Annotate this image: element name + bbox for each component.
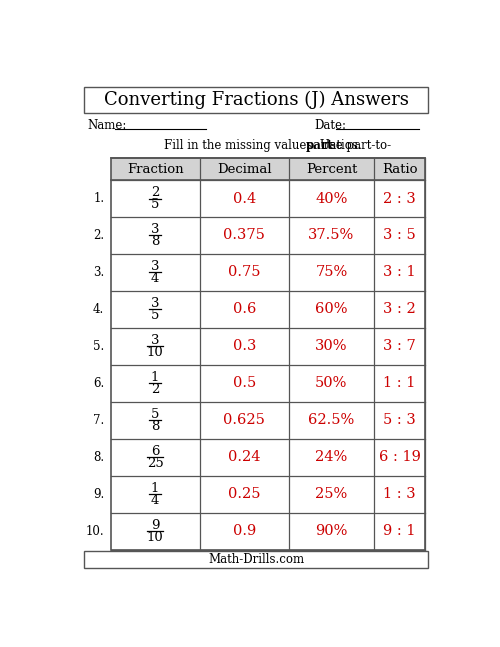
Text: 4.: 4. xyxy=(93,303,104,316)
Text: 8: 8 xyxy=(151,420,160,433)
Text: 5: 5 xyxy=(151,309,160,322)
Text: 3: 3 xyxy=(151,260,160,273)
Text: Percent: Percent xyxy=(306,163,357,176)
Text: Date:: Date: xyxy=(314,119,346,132)
Text: 3: 3 xyxy=(151,297,160,310)
Text: Ratio: Ratio xyxy=(382,163,418,176)
Text: 8.: 8. xyxy=(93,451,104,464)
Text: 0.6: 0.6 xyxy=(232,302,256,316)
Text: 4: 4 xyxy=(151,494,160,507)
Text: 30%: 30% xyxy=(315,340,348,353)
Text: 3 : 1: 3 : 1 xyxy=(384,265,416,280)
Text: 50%: 50% xyxy=(315,377,348,390)
Text: 10.: 10. xyxy=(86,525,104,538)
Text: 1: 1 xyxy=(151,371,160,384)
Text: 8: 8 xyxy=(151,235,160,248)
Text: 5 : 3: 5 : 3 xyxy=(384,413,416,427)
Text: 0.375: 0.375 xyxy=(224,228,265,243)
Text: 62.5%: 62.5% xyxy=(308,413,354,427)
Text: 9.: 9. xyxy=(93,488,104,501)
Text: 1: 1 xyxy=(151,481,160,494)
Text: 0.75: 0.75 xyxy=(228,265,260,280)
Text: 4: 4 xyxy=(151,272,160,285)
Text: part: part xyxy=(306,139,334,152)
Text: Fill in the missing values. Use part-to-: Fill in the missing values. Use part-to- xyxy=(164,139,391,152)
Text: 2: 2 xyxy=(151,186,160,199)
Text: 9 : 1: 9 : 1 xyxy=(384,524,416,538)
Text: 1.: 1. xyxy=(93,192,104,205)
Text: Math-Drills.com: Math-Drills.com xyxy=(208,553,304,566)
Text: 5.: 5. xyxy=(93,340,104,353)
Text: 5: 5 xyxy=(151,408,160,421)
Text: 2.: 2. xyxy=(93,229,104,242)
Text: 10: 10 xyxy=(146,531,164,544)
Text: 7.: 7. xyxy=(93,414,104,427)
Text: ratios.: ratios. xyxy=(320,139,362,152)
Text: 6.: 6. xyxy=(93,377,104,390)
Text: 0.625: 0.625 xyxy=(224,413,265,427)
Text: 25: 25 xyxy=(146,457,164,470)
Text: 25%: 25% xyxy=(316,487,348,501)
Text: 37.5%: 37.5% xyxy=(308,228,354,243)
Text: 3 : 5: 3 : 5 xyxy=(384,228,416,243)
Text: 3: 3 xyxy=(151,223,160,236)
Text: 75%: 75% xyxy=(316,265,348,280)
Text: 6 : 19: 6 : 19 xyxy=(378,450,420,465)
Text: 0.3: 0.3 xyxy=(232,340,256,353)
Text: Fraction: Fraction xyxy=(127,163,184,176)
Text: 1 : 1: 1 : 1 xyxy=(384,377,416,390)
Text: 24%: 24% xyxy=(316,450,348,465)
FancyBboxPatch shape xyxy=(84,551,428,568)
Text: 3 : 2: 3 : 2 xyxy=(384,302,416,316)
Text: 3: 3 xyxy=(151,334,160,347)
FancyBboxPatch shape xyxy=(84,87,428,113)
Text: 3.: 3. xyxy=(93,266,104,279)
Text: Name:: Name: xyxy=(88,119,126,132)
Text: 3 : 7: 3 : 7 xyxy=(384,340,416,353)
Text: 40%: 40% xyxy=(315,192,348,206)
Text: 60%: 60% xyxy=(315,302,348,316)
FancyBboxPatch shape xyxy=(110,159,425,180)
Text: 0.5: 0.5 xyxy=(232,377,256,390)
Text: 6: 6 xyxy=(151,444,160,457)
Text: 0.4: 0.4 xyxy=(232,192,256,206)
Text: 9: 9 xyxy=(151,518,160,531)
Text: 0.9: 0.9 xyxy=(232,524,256,538)
Text: 90%: 90% xyxy=(315,524,348,538)
Text: Converting Fractions (J) Answers: Converting Fractions (J) Answers xyxy=(104,91,408,109)
Text: 0.24: 0.24 xyxy=(228,450,260,465)
Text: 5: 5 xyxy=(151,198,160,211)
Text: 10: 10 xyxy=(146,346,164,359)
Text: 2 : 3: 2 : 3 xyxy=(384,192,416,206)
Text: Decimal: Decimal xyxy=(217,163,272,176)
Text: 2: 2 xyxy=(151,383,160,396)
Text: 1 : 3: 1 : 3 xyxy=(384,487,416,501)
Text: 0.25: 0.25 xyxy=(228,487,260,501)
